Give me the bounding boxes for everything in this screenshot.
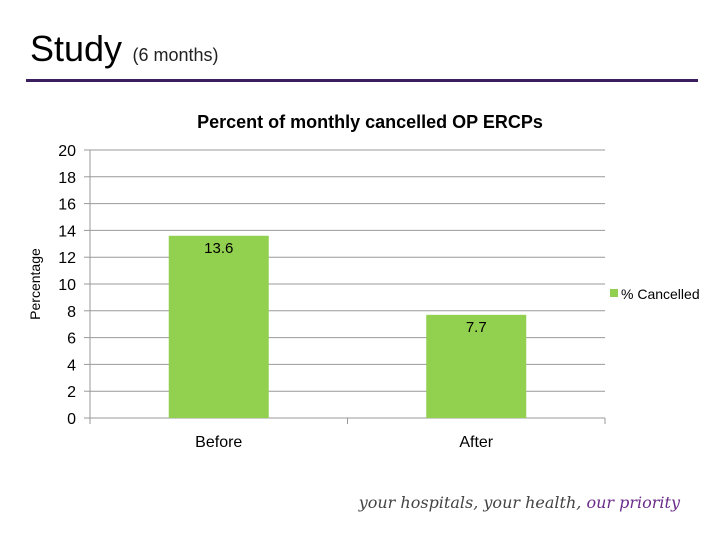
bars (168, 235, 527, 418)
y-tick-label: 20 (58, 143, 76, 160)
data-label: 13.6 (204, 240, 233, 257)
gridlines (90, 149, 605, 419)
legend-label: % Cancelled (621, 286, 700, 302)
chart-title: Percent of monthly cancelled OP ERCPs (197, 112, 543, 132)
footer-tagline: your hospitals, your health, our priorit… (359, 493, 680, 512)
data-label: 7.7 (466, 319, 487, 336)
y-tick-label: 8 (67, 304, 76, 321)
y-axis-label: Percentage (27, 248, 43, 320)
x-tick-label: Before (195, 434, 242, 451)
axes (84, 149, 606, 424)
slide-title-main: Study (30, 28, 123, 69)
footer-text: your hospitals, your health, (358, 493, 582, 512)
y-tick-label: 0 (67, 411, 76, 428)
x-tick-label: After (459, 434, 493, 451)
y-tick-label: 14 (58, 223, 76, 240)
y-tick-label: 4 (67, 357, 76, 374)
bar-after (426, 314, 527, 418)
labels: Percent of monthly cancelled OP ERCPs Per… (27, 112, 700, 451)
slide-title-subtitle: (6 months) (132, 45, 219, 65)
y-tick-label: 2 (67, 384, 76, 401)
title-divider (26, 79, 698, 82)
y-tick-label: 16 (58, 197, 76, 214)
y-tick-label: 18 (58, 170, 76, 187)
y-tick-label: 12 (58, 250, 76, 267)
footer-accent: our priority (586, 493, 680, 512)
slide-title: Study (6 months) (30, 28, 219, 70)
y-tick-label: 6 (67, 331, 76, 348)
bar-before (168, 235, 269, 418)
legend-swatch (610, 289, 618, 297)
y-tick-label: 10 (58, 277, 76, 294)
